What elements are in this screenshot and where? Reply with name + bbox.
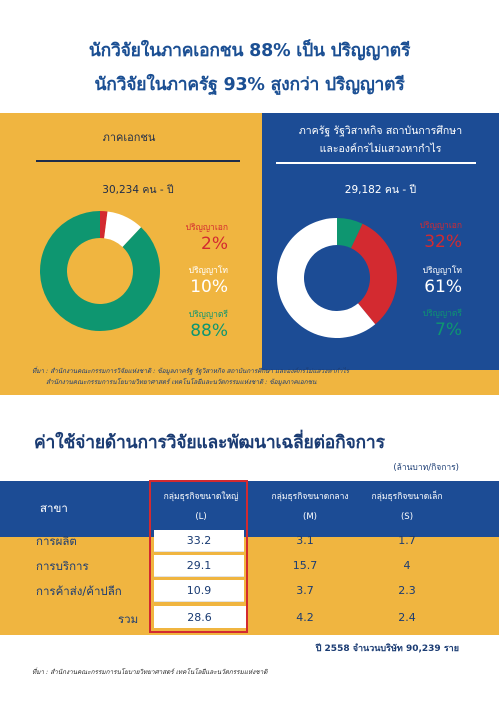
cell-services-small: 4 xyxy=(403,559,411,572)
cell-services-large: 29.1 xyxy=(154,555,244,577)
large-business-highlight xyxy=(149,480,248,633)
public-legend-phd-pct: 32% xyxy=(424,232,462,252)
public-legend-master-pct: 61% xyxy=(424,277,462,297)
row-label-manufacturing: การผลิต xyxy=(36,534,77,548)
headline-line-1: นักวิจัยในภาคเอกชน 88% เป็น ปริญญาตรี xyxy=(88,41,411,61)
public-sector-divider xyxy=(276,162,476,164)
cell-total-large: 28.6 xyxy=(187,611,212,624)
private-sector-title: ภาคเอกชน xyxy=(102,131,156,144)
public-legend-bachelor-label: ปริญญาตรี xyxy=(422,309,462,319)
column-header-small-code: (S) xyxy=(400,512,414,522)
cell-total-medium: 4.2 xyxy=(296,611,314,624)
public-sector-donut-chart xyxy=(277,218,397,338)
total-large-band xyxy=(154,606,248,628)
cell-manufacturing-medium: 3.1 xyxy=(296,534,314,547)
cell-trade-medium: 3.7 xyxy=(296,584,314,597)
public-legend-master-label: ปริญญาโท xyxy=(422,266,462,276)
public-legend-master: ปริญญาโท 61% xyxy=(402,266,462,297)
private-legend-bachelor-label: ปริญญาตรี xyxy=(188,310,228,320)
row-label-total: รวม xyxy=(118,612,139,626)
private-sector-divider xyxy=(36,160,240,162)
private-sector-donut-chart xyxy=(40,211,160,331)
public-sector-count: 29,182 คน - ปี xyxy=(344,184,417,196)
expense-table-header xyxy=(0,481,499,537)
public-sector-title-line-2: และองค์กรไม่แสวงหากำไร xyxy=(319,143,442,155)
cell-trade-small: 2.3 xyxy=(398,584,416,597)
private-legend-bachelor: ปริญญาตรี 88% xyxy=(168,310,228,341)
public-sector-title: ภาครัฐ รัฐวิสาหกิจ สถาบันการศึกษา และองค… xyxy=(262,122,499,158)
expense-source: ที่มา : สำนักงานคณะกรรมการนโยบายวิทยาศาส… xyxy=(32,668,268,676)
private-legend-master-pct: 10% xyxy=(190,277,228,297)
cell-manufacturing-small: 1.7 xyxy=(398,534,416,547)
public-slice-2 xyxy=(337,218,363,249)
company-count-note: ปี 2558 จำนวนบริษัท 90,239 ราย xyxy=(315,644,459,654)
public-legend-phd-label: ปริญญาเอก xyxy=(419,221,462,231)
column-header-medium-code: (M) xyxy=(303,512,317,522)
headline: นักวิจัยในภาคเอกชน 88% เป็น ปริญญาตรี นั… xyxy=(0,34,499,102)
private-legend-phd: ปริญญาเอก 2% xyxy=(168,223,228,254)
private-slice-1 xyxy=(104,211,142,247)
private-slice-0 xyxy=(100,211,108,239)
private-legend-bachelor-pct: 88% xyxy=(190,321,228,341)
private-legend-phd-label: ปริญญาเอก xyxy=(185,223,228,233)
public-legend-bachelor: ปริญญาตรี 7% xyxy=(402,309,462,340)
private-legend-master: ปริญญาโท 10% xyxy=(168,266,228,297)
column-header-small: กลุ่มธุรกิจขนาดเล็ก (S) xyxy=(352,489,462,522)
public-sector-title-line-1: ภาครัฐ รัฐวิสาหกิจ สถาบันการศึกษา xyxy=(298,125,463,137)
public-slice-0 xyxy=(351,223,397,325)
private-slice-2 xyxy=(40,211,160,331)
researcher-source-line-1: ที่มา : สำนักงานคณะกรรมการวิจัยแห่งชาติ … xyxy=(32,367,350,375)
expense-unit: (ล้านบาท/กิจการ) xyxy=(393,463,459,473)
column-header-large-code: (L) xyxy=(195,512,207,522)
cell-total-small: 2.4 xyxy=(398,611,416,624)
public-slice-1 xyxy=(277,218,376,338)
private-legend-phd-pct: 2% xyxy=(201,234,228,254)
column-header-large-name: กลุ่มธุรกิจขนาดใหญ่ xyxy=(163,492,239,502)
researcher-source: ที่มา : สำนักงานคณะกรรมการวิจัยแห่งชาติ … xyxy=(32,366,349,388)
cell-trade-large: 10.9 xyxy=(154,580,244,602)
row-label-trade: การค้าส่ง/ค้าปลีก xyxy=(36,584,122,598)
cell-manufacturing-large: 33.2 xyxy=(154,530,244,552)
column-header-medium-name: กลุ่มธุรกิจขนาดกลาง xyxy=(271,492,349,502)
cell-services-medium: 15.7 xyxy=(292,559,318,572)
public-legend-phd: ปริญญาเอก 32% xyxy=(402,221,462,252)
private-legend-master-label: ปริญญาโท xyxy=(188,266,228,276)
column-header-large: กลุ่มธุรกิจขนาดใหญ่ (L) xyxy=(146,489,256,522)
column-header-sector: สาขา xyxy=(40,501,68,515)
private-sector-count: 30,234 คน - ปี xyxy=(102,184,174,196)
expense-title: ค่าใช้จ่ายด้านการวิจัยและพัฒนาเฉลี่ยต่อก… xyxy=(34,433,385,453)
researcher-source-line-2: สำนักงานคณะกรรมการนโยบายวิทยาศาสตร์ เทคโ… xyxy=(46,378,317,386)
expense-table-body xyxy=(0,537,499,635)
headline-line-2: นักวิจัยในภาครัฐ 93% สูงกว่า ปริญญาตรี xyxy=(94,75,405,95)
column-header-medium: กลุ่มธุรกิจขนาดกลาง (M) xyxy=(255,489,365,522)
column-header-small-name: กลุ่มธุรกิจขนาดเล็ก xyxy=(371,492,443,502)
row-label-services: การบริการ xyxy=(36,559,89,573)
public-legend-bachelor-pct: 7% xyxy=(435,320,462,340)
